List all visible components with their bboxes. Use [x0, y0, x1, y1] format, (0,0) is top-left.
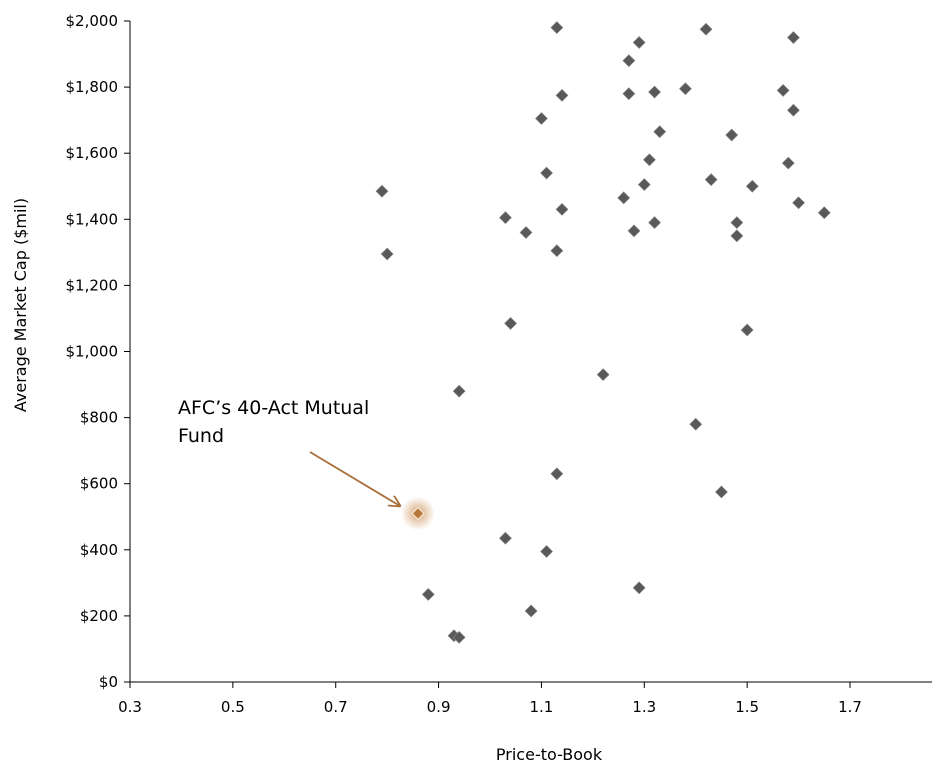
data-point: [715, 485, 728, 499]
data-point: [622, 87, 636, 101]
data-point: [637, 178, 651, 192]
data-point: [740, 323, 754, 337]
data-point: [596, 368, 610, 382]
data-point: [535, 112, 548, 125]
data-point: [375, 184, 389, 198]
data-point: [540, 545, 553, 558]
data-point: [421, 587, 435, 601]
y-tick-label: $0: [99, 673, 118, 691]
data-point: [730, 229, 744, 243]
data-point: [617, 191, 631, 205]
y-tick-label: $200: [80, 607, 118, 625]
data-point: [524, 604, 538, 618]
y-axis-title: Average Market Cap ($mil): [11, 198, 30, 412]
data-point: [781, 156, 795, 170]
y-tick-label: $1,400: [66, 210, 119, 228]
data-point: [648, 216, 661, 230]
y-tick-label: $800: [80, 409, 118, 427]
x-tick-label: 1.3: [632, 698, 656, 716]
data-point: [452, 630, 466, 644]
x-tick-label: 1.1: [529, 698, 553, 716]
data-point: [730, 216, 744, 230]
annotation-label-line2: Fund: [178, 425, 224, 447]
annotation-arrow: [309, 451, 400, 506]
data-point: [540, 166, 553, 180]
data-point: [787, 103, 800, 117]
data-point: [380, 247, 394, 261]
data-point: [499, 531, 512, 545]
y-tick-label: $1,000: [66, 343, 119, 361]
y-tick-label: $600: [80, 475, 118, 493]
data-point: [632, 36, 646, 49]
axes: [129, 21, 932, 683]
y-tick-label: $400: [80, 541, 118, 559]
data-point: [550, 244, 564, 258]
x-tick-label: 1.7: [838, 698, 862, 716]
annotation-label-line1: AFC’s 40-Act Mutual: [178, 397, 369, 419]
data-point: [622, 54, 636, 68]
y-tick-label: $2,000: [66, 12, 119, 30]
data-point: [499, 211, 512, 225]
data-point: [550, 21, 564, 35]
data-point: [519, 226, 533, 239]
highlighted-point: [411, 506, 425, 521]
data-point: [643, 153, 656, 167]
data-point: [704, 173, 718, 187]
annotation: AFC’s 40-Act Mutual Fund: [178, 397, 400, 506]
data-point: [550, 467, 564, 481]
data-point: [787, 31, 800, 44]
x-tick-label: 0.5: [221, 698, 245, 716]
data-point: [817, 206, 831, 220]
data-points: [375, 21, 831, 644]
data-point: [699, 22, 713, 36]
data-point: [452, 384, 466, 398]
y-tick-label: $1,600: [66, 144, 119, 162]
data-point: [776, 83, 790, 97]
y-tick-label: $1,200: [66, 276, 119, 294]
data-point: [555, 202, 569, 216]
x-tick-label: 1.5: [735, 698, 759, 716]
data-point: [725, 128, 739, 142]
data-point: [648, 85, 661, 99]
data-point: [632, 581, 646, 595]
y-tick-label: $1,800: [66, 78, 119, 96]
data-point: [792, 196, 805, 210]
data-point: [745, 179, 759, 193]
x-tick-label: 0.3: [118, 698, 142, 716]
x-tick-label: 0.7: [324, 698, 348, 716]
x-axis-ticks: 0.3 0.5 0.7 0.9 1.1 1.3 1.5 1.7: [118, 682, 862, 716]
data-point: [627, 224, 641, 238]
y-axis-ticks: $0 $200 $400 $600 $800 $1,000 $1,200 $1,400 $1,6…: [66, 12, 130, 691]
data-point: [689, 417, 703, 431]
data-point: [555, 88, 569, 102]
x-tick-label: 0.9: [427, 698, 451, 716]
data-point: [679, 82, 692, 96]
data-point: [504, 316, 517, 330]
data-point: [653, 125, 667, 139]
x-axis-title: Price-to-Book: [496, 745, 603, 764]
